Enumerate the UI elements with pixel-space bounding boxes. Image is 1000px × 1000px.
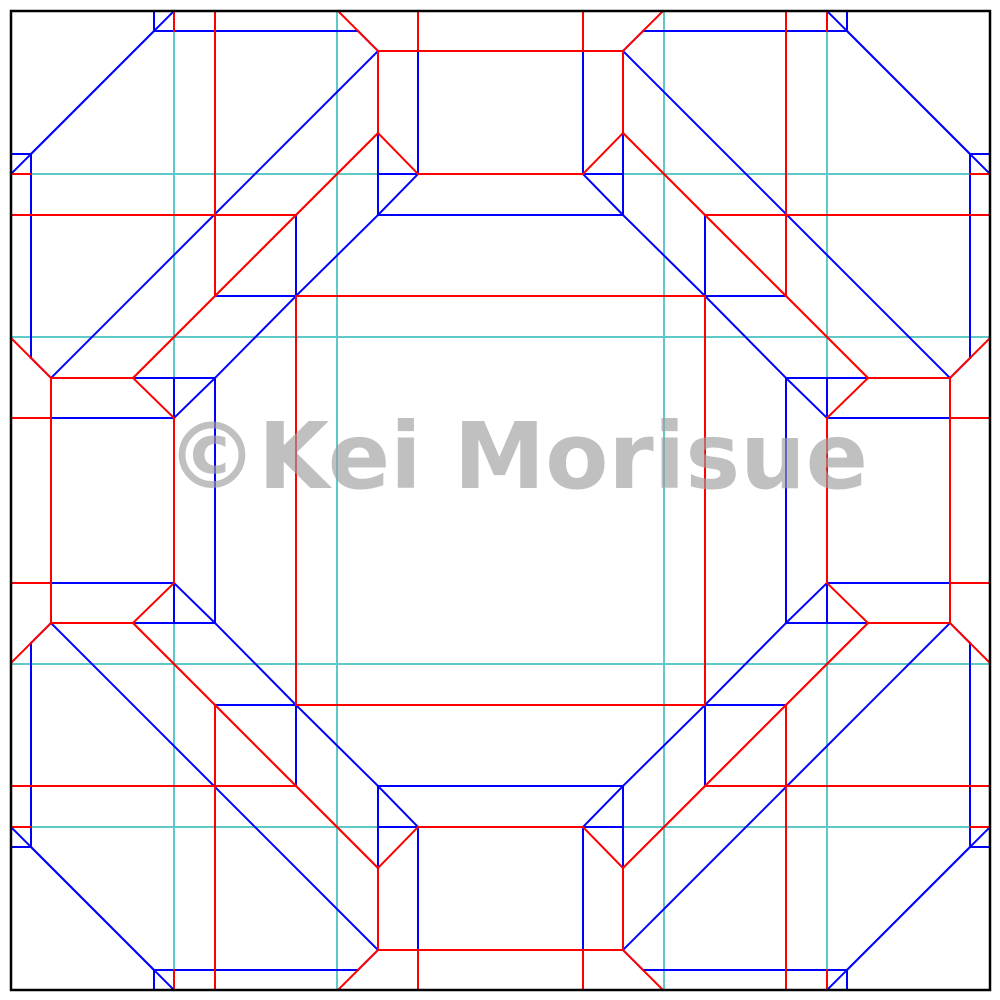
mountain-crease-line xyxy=(29,621,53,645)
mountain-crease-line xyxy=(703,213,788,298)
valley-crease-line xyxy=(172,376,217,420)
mountain-crease-line xyxy=(948,356,972,380)
mountain-crease-line xyxy=(703,703,788,788)
mountain-crease-line xyxy=(825,581,870,625)
mountain-crease-line xyxy=(641,9,665,33)
mountain-crease-line xyxy=(784,294,870,380)
mountain-crease-line xyxy=(9,336,33,360)
mountain-crease-line xyxy=(825,376,870,420)
valley-crease-line xyxy=(213,294,298,380)
mountain-crease-line xyxy=(376,131,420,176)
valley-crease-line xyxy=(376,172,420,217)
mountain-crease-line xyxy=(9,641,33,665)
mountain-crease-line xyxy=(968,641,992,665)
mountain-crease-line xyxy=(356,948,380,972)
mountain-crease-line xyxy=(131,581,176,625)
mountain-crease-line xyxy=(131,294,217,380)
mountain-crease-line xyxy=(131,376,176,420)
mountain-crease-line xyxy=(621,784,707,870)
mountain-crease-line xyxy=(968,336,992,360)
mountain-crease-line xyxy=(641,968,665,992)
mountain-crease-line xyxy=(784,621,870,707)
mountain-crease-line xyxy=(948,621,972,645)
valley-crease-line xyxy=(294,213,380,298)
mountain-crease-line xyxy=(356,29,380,53)
mountain-crease-line xyxy=(131,621,217,707)
valley-crease-line xyxy=(581,784,625,829)
valley-crease-line xyxy=(294,703,380,788)
mountain-crease-line xyxy=(621,29,645,53)
mountain-crease-line xyxy=(29,356,53,380)
mountain-crease-line xyxy=(336,968,360,992)
valley-crease-line xyxy=(825,9,972,156)
valley-crease-line xyxy=(784,581,829,625)
paper-border xyxy=(9,9,992,992)
mountain-crease-line xyxy=(213,213,298,298)
valley-crease-line xyxy=(621,213,707,298)
valley-crease-line xyxy=(581,172,625,217)
valley-crease-line xyxy=(172,581,217,625)
valley-crease-line xyxy=(621,703,707,788)
mountain-crease-line xyxy=(376,825,420,870)
valley-crease-line xyxy=(213,621,298,707)
mountain-crease-line xyxy=(294,784,380,870)
valley-fold-layer xyxy=(9,9,992,992)
mountain-crease-line xyxy=(621,131,707,217)
mountain-crease-line xyxy=(581,825,625,870)
copyright-watermark: ©Kei Morisue xyxy=(166,403,868,510)
valley-crease-line xyxy=(825,845,972,992)
mountain-crease-line xyxy=(294,131,380,217)
valley-crease-line xyxy=(29,845,176,992)
valley-crease-line xyxy=(784,376,829,420)
mountain-crease-line xyxy=(581,131,625,176)
valley-crease-line xyxy=(703,621,788,707)
mountain-crease-line xyxy=(621,948,645,972)
valley-crease-line xyxy=(376,784,420,829)
mountain-crease-line xyxy=(213,703,298,788)
mountain-fold-layer xyxy=(9,9,992,992)
mountain-crease-line xyxy=(336,9,360,33)
valley-crease-line xyxy=(703,294,788,380)
valley-crease-line xyxy=(29,9,176,156)
